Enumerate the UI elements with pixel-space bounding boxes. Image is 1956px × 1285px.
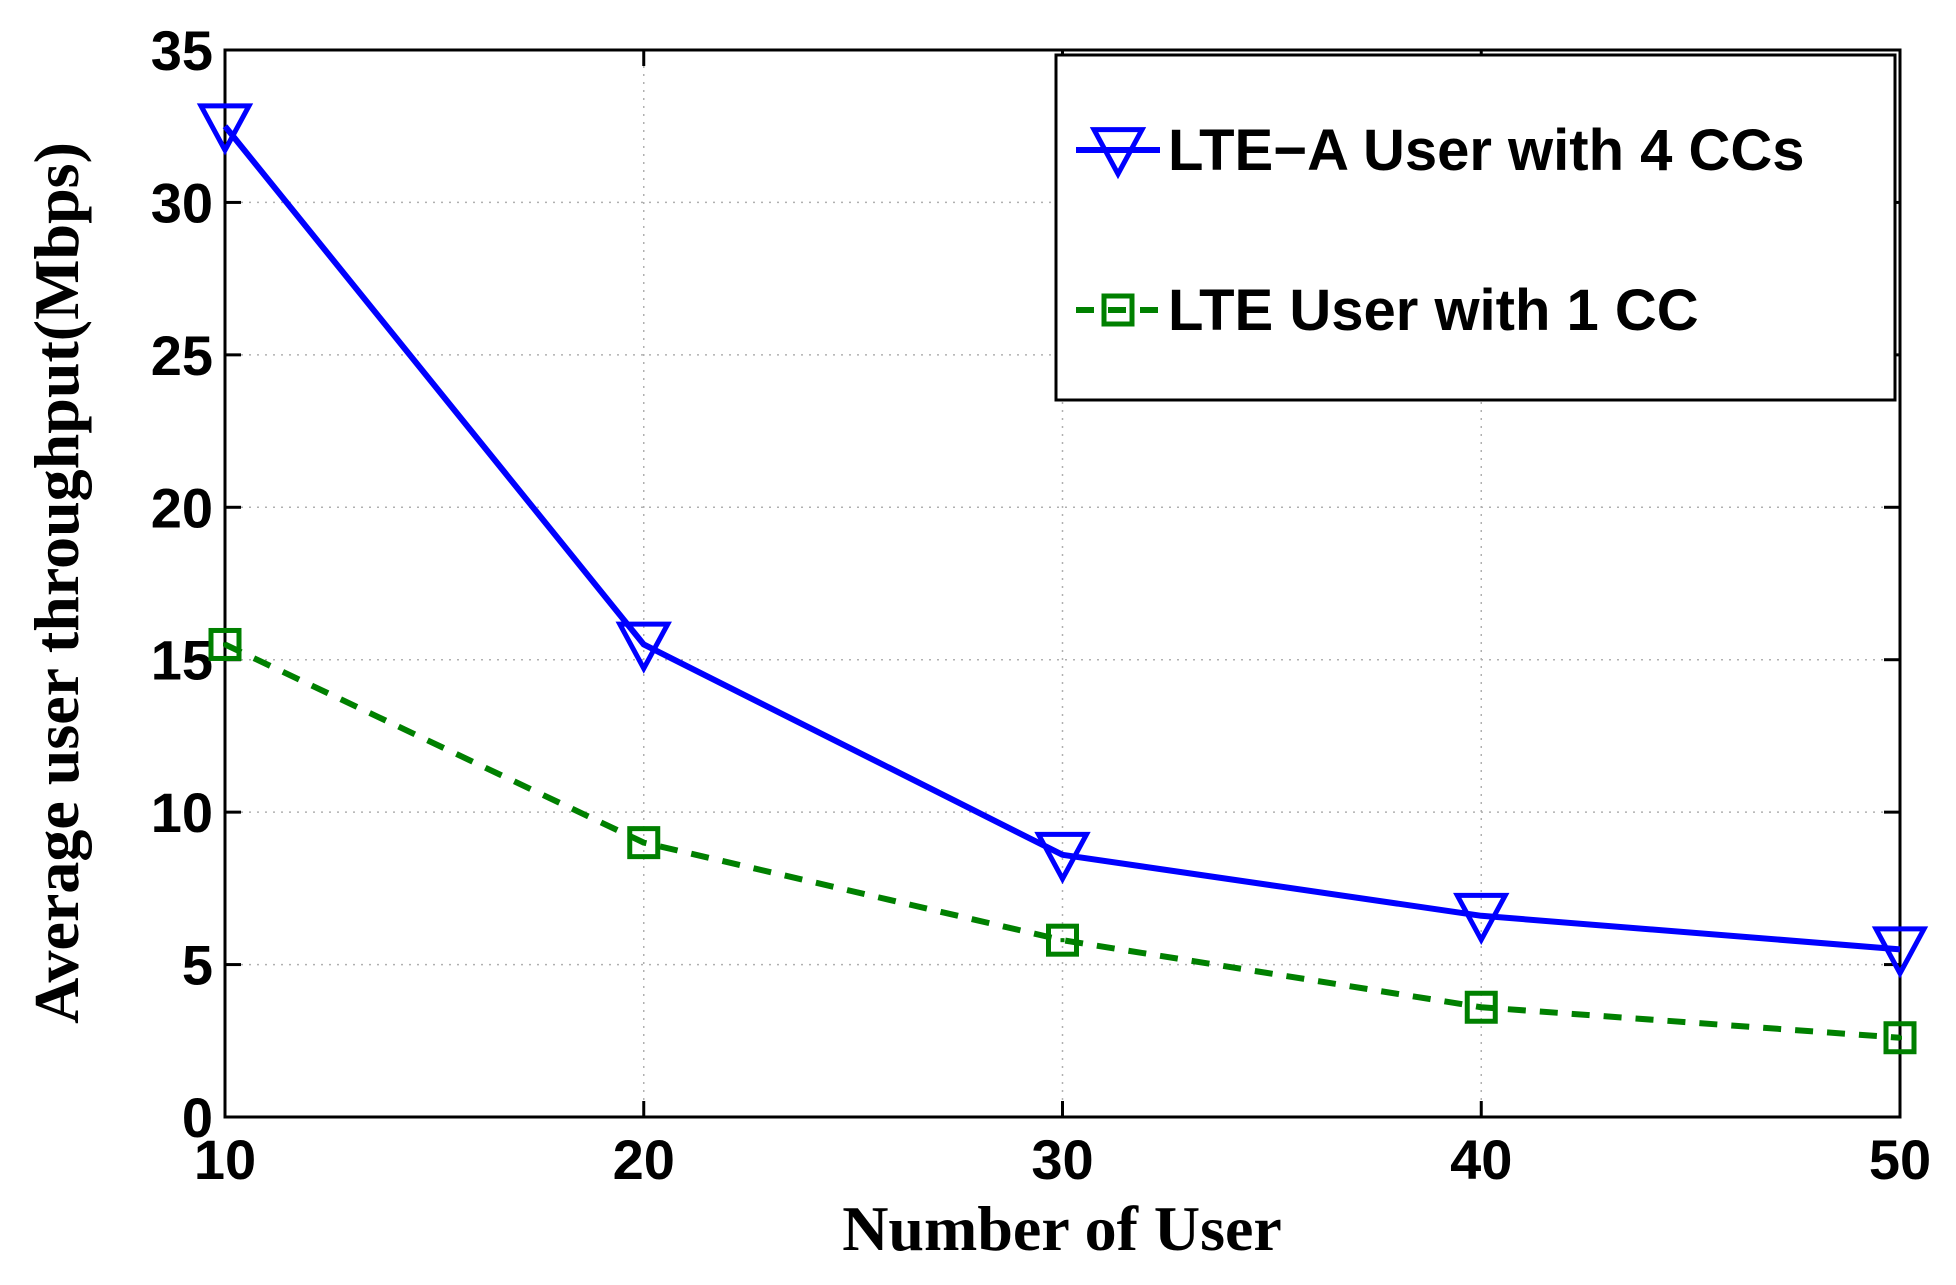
data-point xyxy=(627,826,661,860)
x-tick-label: 20 xyxy=(613,1128,675,1191)
y-tick-label: 30 xyxy=(151,171,213,234)
data-point xyxy=(208,627,242,661)
legend-marker xyxy=(1089,127,1147,180)
legend-marker-center xyxy=(1116,308,1120,312)
data-point xyxy=(615,621,672,674)
data-point-center xyxy=(1898,1035,1902,1040)
series-1 xyxy=(208,627,1917,1055)
x-tick-label: 40 xyxy=(1450,1128,1512,1191)
y-tick-label: 10 xyxy=(151,781,213,844)
data-point xyxy=(196,103,254,156)
data-point xyxy=(1453,892,1510,946)
x-axis-title: Number of User xyxy=(842,1193,1282,1264)
data-point xyxy=(1046,923,1079,957)
data-point xyxy=(1871,926,1929,979)
series-line xyxy=(223,641,1901,1041)
x-tick-label: 10 xyxy=(194,1128,256,1191)
legend-label: LTE User with 1 CC xyxy=(1168,278,1699,343)
legend-entry: LTE−A User with 4 CCs xyxy=(1076,118,1805,183)
data-point xyxy=(1034,831,1091,885)
y-tick-label: 0 xyxy=(182,1086,213,1149)
data-point-center xyxy=(1479,1005,1484,1010)
legend-box xyxy=(1054,53,1897,402)
series-line xyxy=(222,124,1901,953)
legend-entries: LTE−A User with 4 CCs LTE User with 1 CC xyxy=(1076,118,1805,343)
data-point-center xyxy=(223,642,227,647)
legend: LTE−A User with 4 CCs LTE User with 1 CC xyxy=(1054,53,1897,402)
legend-entry: LTE User with 1 CC xyxy=(1076,278,1699,343)
data-point-center xyxy=(1060,938,1065,943)
x-tick-label: 50 xyxy=(1869,1128,1931,1191)
y-axis-title: Average user throughput(Mbps) xyxy=(21,142,92,1024)
y-tick-label: 15 xyxy=(151,629,213,692)
legend-label: LTE−A User with 4 CCs xyxy=(1168,118,1805,183)
legend-marker xyxy=(1101,293,1135,327)
y-tick-label: 20 xyxy=(151,476,213,539)
y-tick-label: 5 xyxy=(182,934,213,997)
series-layer xyxy=(196,103,1929,1055)
data-point xyxy=(1883,1021,1917,1055)
data-point xyxy=(1464,990,1498,1024)
y-tick-label: 35 xyxy=(151,19,213,82)
y-tick-label: 25 xyxy=(151,324,213,387)
x-tick-label: 30 xyxy=(1031,1128,1093,1191)
data-point-center xyxy=(641,840,646,845)
ticks-layer: 10 20 30 40 50 0 5 10 15 20 25 30 35 xyxy=(151,19,1931,1191)
series-0 xyxy=(196,103,1929,979)
